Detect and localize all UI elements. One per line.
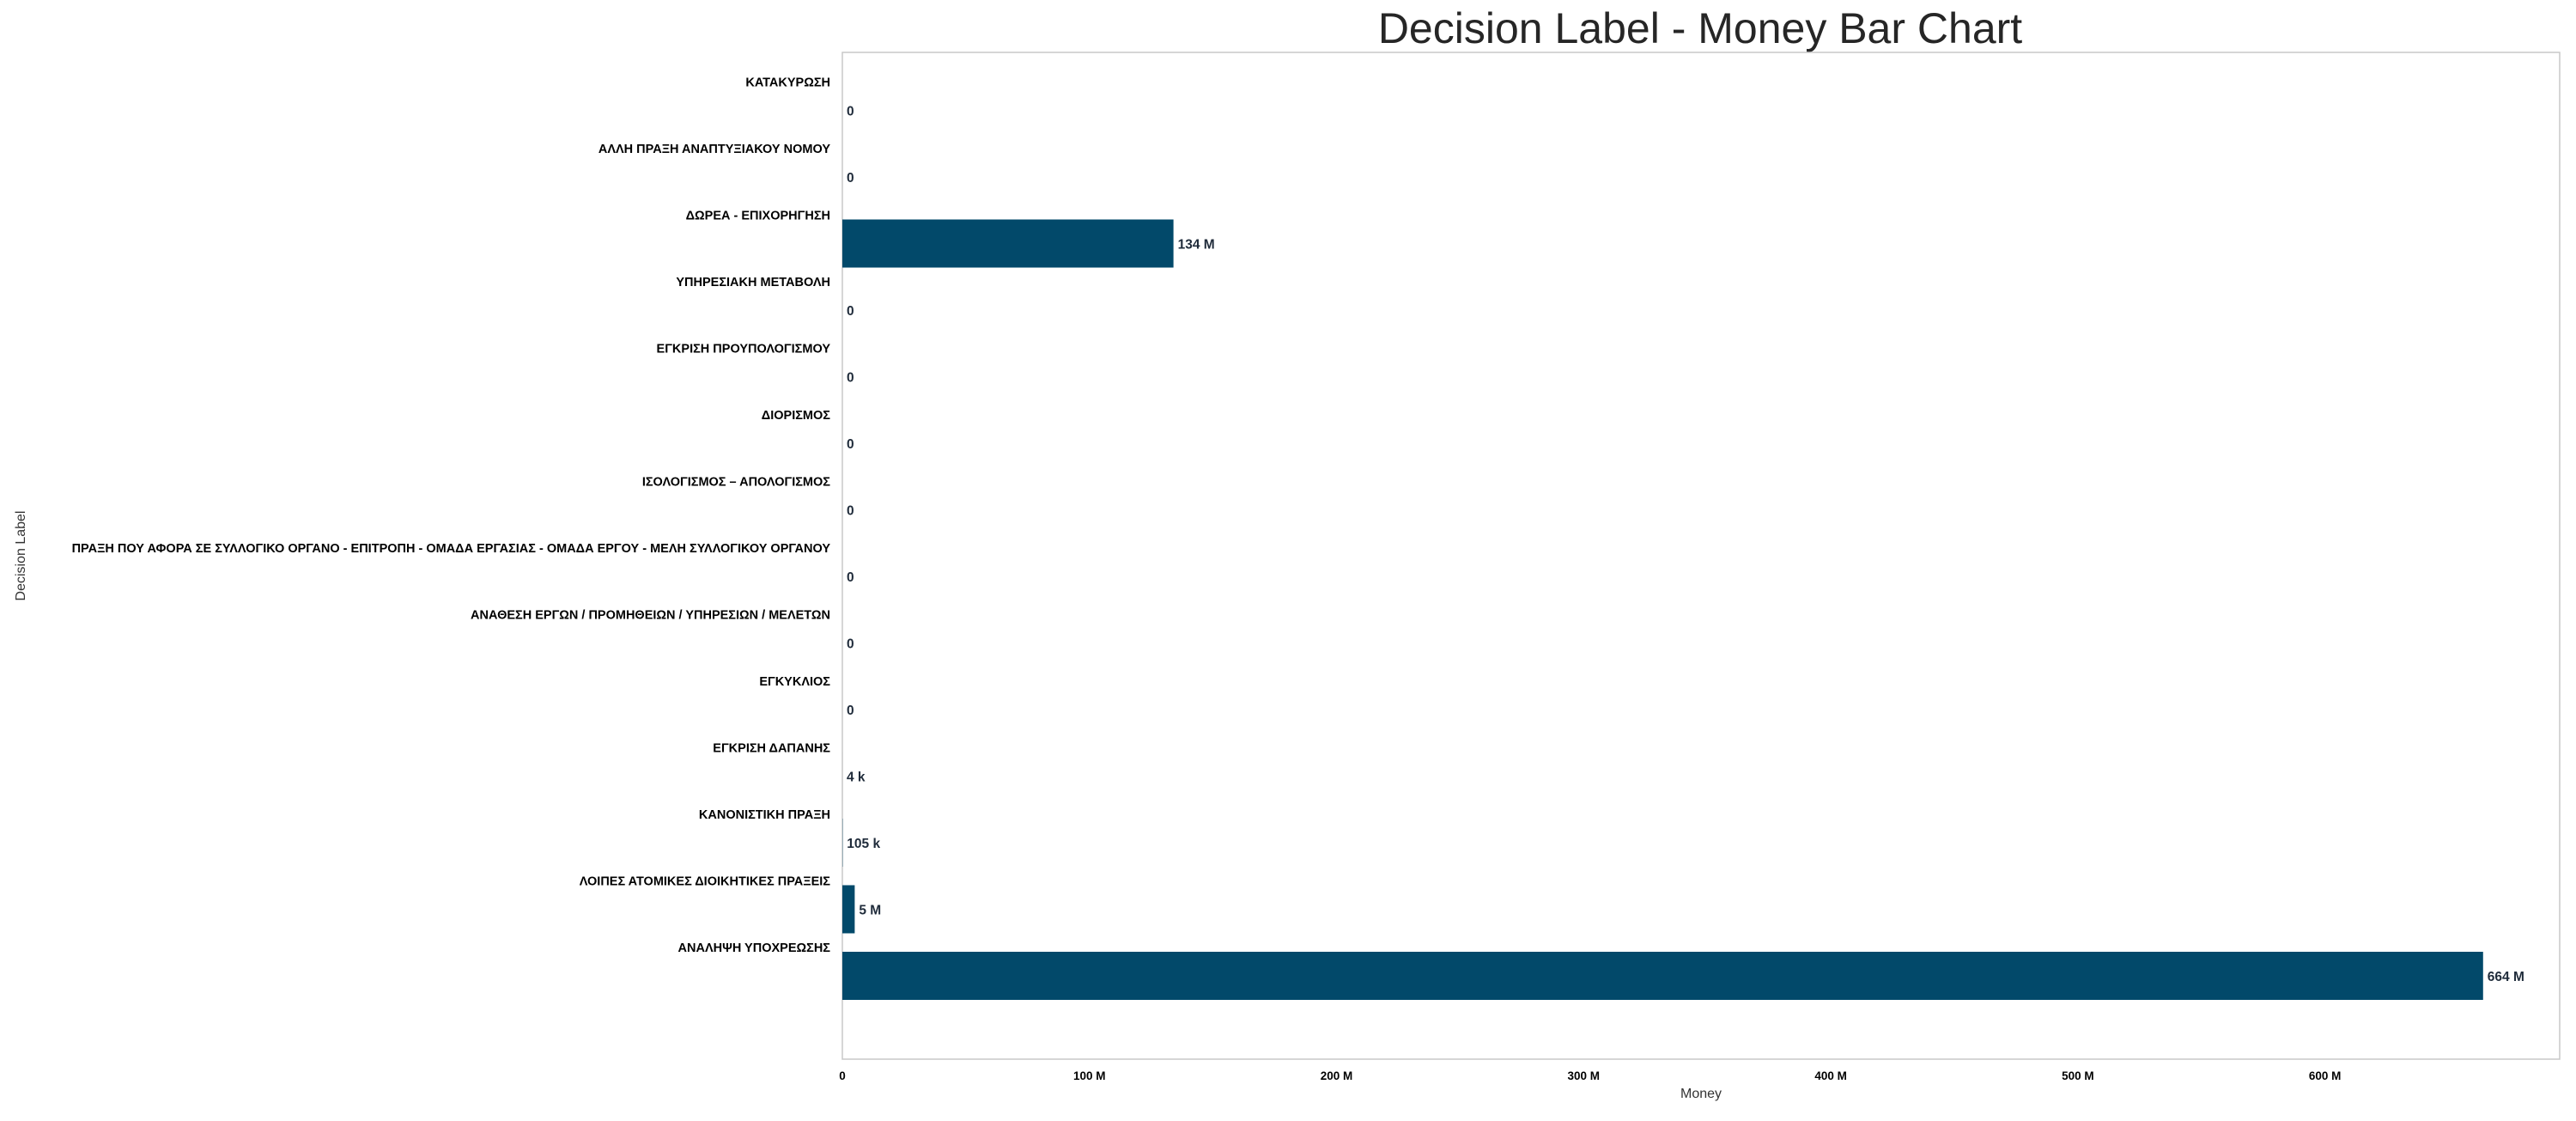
category-label-8: ΑΝΑΘΕΣΗ ΕΡΓΩΝ / ΠΡΟΜΗΘΕΙΩΝ / ΥΠΗΡΕΣΙΩΝ /… — [471, 609, 830, 623]
value-label-12: 5 M — [859, 904, 881, 918]
category-label-12: ΛΟΙΠΕΣ ΑΤΟΜΙΚΕΣ ΔΙΟΙΚΗΤΙΚΕΣ ΠΡΑΞΕΙΣ — [580, 875, 831, 889]
value-label-4: 0 — [847, 371, 854, 386]
value-label-0: 0 — [847, 105, 854, 119]
category-label-13: ΑΝΑΛΗΨΗ ΥΠΟΧΡΕΩΣΗΣ — [678, 941, 831, 955]
value-label-3: 0 — [847, 304, 854, 319]
x-tick-label-4: 400 M — [1814, 1069, 1847, 1082]
value-label-9: 0 — [847, 704, 854, 718]
value-label-5: 0 — [847, 437, 854, 452]
category-label-6: ΙΣΟΛΟΓΙΣΜΟΣ – ΑΠΟΛΟΓΙΣΜΟΣ — [642, 476, 830, 490]
value-label-7: 0 — [847, 570, 854, 585]
y-axis-title: Decision Label — [14, 511, 28, 601]
value-label-1: 0 — [847, 171, 854, 186]
x-tick-label-5: 500 M — [2062, 1069, 2094, 1082]
category-label-9: ΕΓΚΥΚΛΙΟΣ — [759, 675, 830, 689]
value-label-10: 4 k — [847, 771, 866, 785]
value-label-6: 0 — [847, 504, 854, 519]
bars-layer — [842, 220, 2483, 1001]
x-tick-labels: 0 100 M 200 M 300 M 400 M 500 M 600 M — [839, 1069, 2341, 1082]
category-label-4: ΕΓΚΡΙΣΗ ΠΡΟΥΠΟΛΟΓΙΣΜΟΥ — [657, 343, 831, 356]
x-tick-label-2: 200 M — [1321, 1069, 1353, 1082]
value-label-11: 105 k — [847, 837, 880, 851]
bar-2 — [842, 220, 1174, 268]
x-tick-label-1: 100 M — [1073, 1069, 1106, 1082]
category-label-2: ΔΩΡΕΑ - ΕΠΙΧΟΡΗΓΗΣΗ — [686, 210, 830, 223]
value-label-8: 0 — [847, 637, 854, 652]
chart-title: Decision Label - Money Bar Chart — [1378, 4, 2022, 52]
bar-12 — [842, 886, 854, 934]
value-label-2: 134 M — [1178, 238, 1215, 253]
x-tick-label-0: 0 — [839, 1069, 846, 1082]
category-label-10: ΕΓΚΡΙΣΗ ΔΑΠΑΝΗΣ — [713, 742, 830, 756]
category-label-3: ΥΠΗΡΕΣΙΑΚΗ ΜΕΤΑΒΟΛΗ — [676, 276, 830, 289]
category-label-0: ΚΑΤΑΚΥΡΩΣΗ — [745, 76, 830, 90]
category-label-11: ΚΑΝΟΝΙΣΤΙΚΗ ΠΡΑΞΗ — [699, 808, 830, 822]
x-tick-label-3: 300 M — [1568, 1069, 1601, 1082]
category-label-1: ΑΛΛΗ ΠΡΑΞΗ ΑΝΑΠΤΥΞΙΑΚΟΥ ΝΟΜΟΥ — [598, 143, 830, 156]
category-label-7: ΠΡΑΞΗ ΠΟΥ ΑΦΟΡΑ ΣΕ ΣΥΛΛΟΓΙΚΟ ΟΡΓΑΝΟ - ΕΠ… — [72, 542, 831, 556]
bar-13 — [842, 952, 2483, 1000]
x-axis-title: Money — [1680, 1087, 1722, 1101]
plot-area-frame — [842, 52, 2560, 1059]
x-tick-label-6: 600 M — [2309, 1069, 2342, 1082]
value-label-13: 664 M — [2488, 970, 2524, 984]
category-labels: ΚΑΤΑΚΥΡΩΣΗ ΑΛΛΗ ΠΡΑΞΗ ΑΝΑΠΤΥΞΙΑΚΟΥ ΝΟΜΟΥ Δ… — [72, 76, 831, 956]
category-label-5: ΔΙΟΡΙΣΜΟΣ — [762, 409, 830, 423]
